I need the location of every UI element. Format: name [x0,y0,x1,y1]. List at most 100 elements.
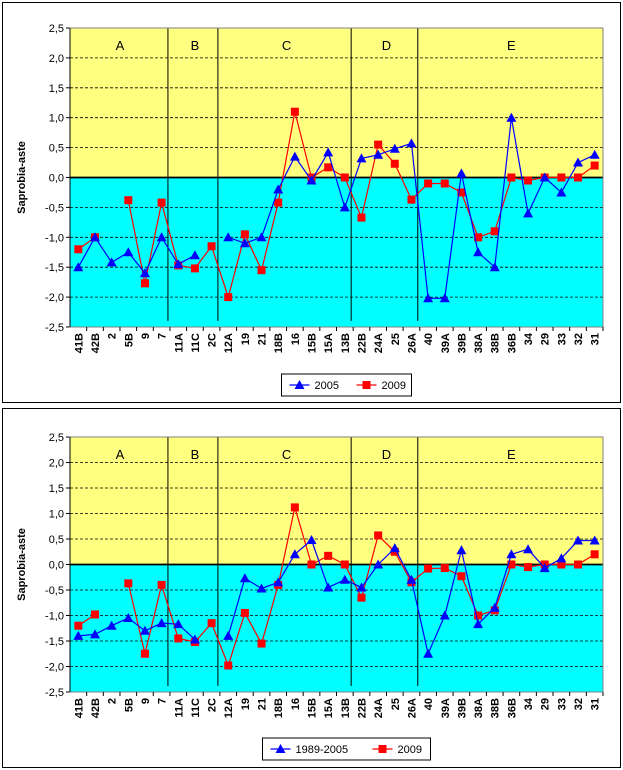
data-point-1989-2005 [473,619,484,629]
plot-area-positive [70,437,603,565]
section-label: A [116,38,125,53]
data-point-2009 [374,531,383,540]
data-point-1989-2005 [489,602,500,612]
data-point-2005 [139,268,150,278]
x-tick-label: 25 [390,333,402,345]
data-point-2005 [389,143,400,153]
legend-marker-2009 [362,381,371,389]
x-tick-label: 26A [406,698,418,718]
x-tick-label: 40 [423,698,435,710]
data-point-2009 [490,227,499,236]
y-tick-label: 0,5 [49,534,64,546]
x-tick-label: 7 [157,698,169,704]
data-point-1989-2005 [373,559,384,569]
data-point-1989-2005 [139,625,150,635]
x-tick-label: 15B [307,333,319,353]
x-tick-label: 11C [190,333,202,353]
section-label: E [507,447,516,462]
saprobia-chart-2005-vs-2009: 2,5 2,0 1,5 1,0 0,5 0,0 -0,5 -1,0 -1,5 -2,0 -2,5 A B… [16,23,604,397]
x-tick-label: 12A [223,333,235,353]
data-point-2005 [289,151,300,161]
data-point-2009 [240,608,249,617]
data-point-2009 [90,610,99,619]
data-point-2009 [407,195,416,204]
x-tick-label: 29 [540,333,552,345]
data-point-2009 [74,245,83,254]
y-tick-label: 2,0 [49,458,64,470]
x-tick-label: 16 [290,333,302,345]
y-axis-label: Saprobia-aste [16,528,28,601]
data-point-2009 [290,503,299,512]
plot-area-positive [70,28,603,178]
x-tick-label: 21 [257,698,269,710]
x-tick-label: 39B [456,698,468,718]
x-tick-label: 5B [123,333,135,347]
data-point-2005 [556,187,567,197]
x-tick-label: 22B [356,698,368,718]
x-tick-label: 22B [356,333,368,353]
x-tick-label: 31 [590,333,602,345]
data-point-2005 [156,232,167,242]
data-point-2005 [589,149,600,159]
data-point-2009 [390,159,399,168]
section-label: E [507,38,516,53]
x-tick-label: 38B [490,333,502,353]
legend-marker-2009 [378,745,387,753]
data-point-2009 [124,579,133,588]
legend-label: 2009 [398,744,422,756]
x-tick-label: 41B [73,698,85,718]
data-point-2009 [374,140,383,149]
chart-panel-top: 2,5 2,0 1,5 1,0 0,5 0,0 -0,5 -1,0 -1,5 -2,0 -2,5 A B… [2,2,621,403]
x-tick-label: 11A [173,698,185,718]
data-point-2005 [89,232,100,242]
x-tick-label: 2C [207,698,219,712]
x-tick-label: 13B [340,333,352,353]
chart-panel-bottom: 2,5 2,0 1,5 1,0 0,5 0,0 -0,5 -1,0 -1,5 -2,0 -2,5 A B… [2,408,621,768]
section-label: C [282,38,291,53]
legend-marker-2005 [294,380,305,389]
data-point-1989-2005 [73,630,84,640]
data-point-1989-2005 [589,535,600,545]
data-point-2009 [574,560,583,569]
data-point-2009 [207,242,216,251]
series-line-1989-2005 [78,617,196,640]
data-point-2009 [290,107,299,116]
x-tick-label: 11C [190,698,202,718]
data-point-2009 [357,213,366,222]
y-tick-label: -2,5 [45,687,64,699]
data-point-2009 [157,580,166,589]
data-point-2009 [140,649,149,658]
y-tick-label: 0,5 [49,143,64,155]
data-point-2009 [157,198,166,207]
data-point-1989-2005 [339,574,350,584]
data-point-2009 [307,560,316,569]
data-point-2005 [489,262,500,272]
data-point-2009 [507,173,516,182]
data-point-2005 [456,168,467,178]
data-point-2009 [340,560,349,569]
x-tick-label: 36B [506,333,518,353]
legend-label: 1989-2005 [296,744,349,756]
data-point-2009 [274,198,283,207]
legend-box [281,373,412,397]
y-tick-label: 1,0 [49,113,64,125]
data-point-2005 [339,202,350,212]
data-point-2009 [424,564,433,573]
x-tick-label: 34 [523,697,535,710]
data-point-1989-2005 [89,629,100,639]
x-tick-label: 40 [423,333,435,345]
data-point-2009 [457,188,466,197]
y-tick-label: -2,0 [45,292,64,304]
data-point-2009 [140,279,149,288]
x-tick-label: 2 [107,698,119,704]
data-point-2005 [523,208,534,218]
section-label: D [382,447,391,462]
x-tick-label: 33 [556,698,568,710]
y-tick-label: -1,5 [45,262,64,274]
data-point-1989-2005 [439,610,450,620]
data-point-1989-2005 [456,545,467,555]
x-tick-label: 36B [506,698,518,718]
x-tick-label: 5B [123,698,135,712]
x-tick-label: 42B [90,333,102,353]
x-tick-label: 33 [556,333,568,345]
